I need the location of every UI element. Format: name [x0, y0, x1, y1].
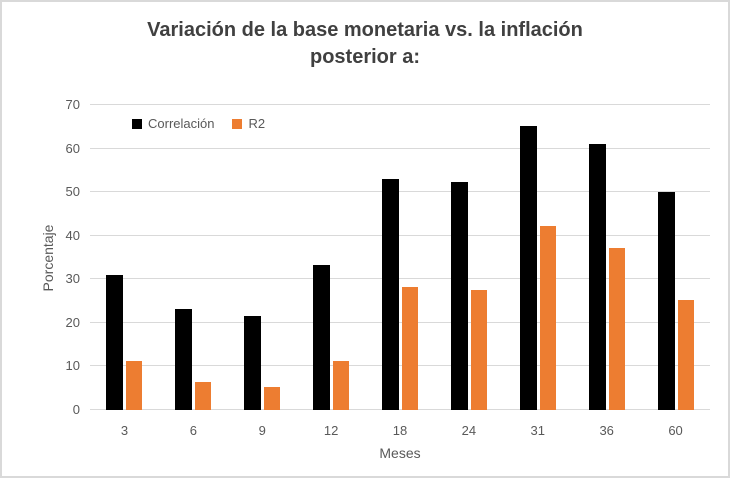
legend-item-r2: R2 [232, 116, 265, 131]
bar-r2-31 [539, 226, 556, 410]
plot-area [90, 104, 710, 410]
bar-r2-12 [333, 361, 350, 410]
bar-r2-60 [677, 300, 694, 410]
bars-layer [90, 105, 710, 410]
bar-correlación-12 [313, 264, 331, 410]
gridline [90, 365, 710, 367]
y-tick-label-10: 10 [65, 358, 80, 374]
bar-correlación-3 [106, 274, 124, 410]
gridline [90, 104, 710, 105]
bar-group-36 [572, 105, 641, 410]
bar-r2-3 [126, 361, 143, 410]
x-tick-label-9: 9 [258, 423, 266, 438]
bar-correlación-6 [175, 308, 193, 410]
bar-group-24 [434, 105, 503, 410]
y-tick-label-40: 40 [65, 227, 80, 243]
bar-correlación-18 [382, 179, 399, 410]
bar-correlación-9 [244, 316, 262, 410]
x-tick-label-12: 12 [323, 423, 339, 438]
bar-r2-6 [195, 382, 212, 410]
chart-title-line-2: posterior a: [309, 46, 421, 68]
bar-correlación-36 [588, 144, 606, 410]
x-tick-label-3: 3 [120, 423, 129, 438]
gridline [90, 191, 710, 193]
legend-swatch-icon [232, 118, 243, 129]
bar-group-6 [159, 105, 228, 410]
bar-correlación-31 [519, 125, 537, 410]
x-tick-label-31: 31 [530, 423, 546, 438]
x-axis-tick-labels: 3 6 9 12 18 24 31 36 60 [90, 423, 710, 438]
legend-label: Correlación [148, 116, 215, 131]
x-tick-label-36: 36 [599, 423, 614, 438]
bar-group-3 [90, 105, 159, 410]
x-axis-line [90, 409, 710, 410]
bar-r2-18 [402, 287, 418, 410]
bar-group-31 [503, 105, 572, 410]
y-tick-label-20: 20 [65, 314, 80, 330]
x-tick-label-24: 24 [461, 423, 477, 438]
y-tick-label-50: 50 [65, 184, 80, 200]
legend-swatch-icon [132, 118, 142, 129]
bar-group-12 [297, 105, 366, 410]
chart-title-line-1: Variación de la base monetaria vs. la in… [147, 19, 583, 41]
bar-r2-36 [608, 247, 625, 410]
bar-r2-24 [470, 290, 487, 410]
y-tick-label-0: 0 [72, 402, 80, 417]
bar-correlación-24 [450, 182, 468, 410]
legend-label: R2 [248, 116, 266, 131]
bar-group-9 [228, 105, 297, 410]
y-axis-title: Porcentaje [40, 224, 56, 292]
bar-correlación-60 [657, 192, 675, 410]
x-axis-title: Meses [379, 445, 421, 461]
x-tick-label-6: 6 [189, 423, 197, 438]
y-tick-label-30: 30 [65, 271, 80, 287]
y-tick-label-70: 70 [65, 97, 80, 112]
chart-title: Variación de la base monetaria vs. la in… [2, 17, 728, 71]
gridline [90, 147, 710, 149]
legend-item-correlación: Correlación [132, 116, 214, 131]
bar-r2-9 [264, 387, 281, 410]
x-tick-label-18: 18 [392, 423, 408, 438]
gridline [90, 321, 710, 323]
gridline [90, 234, 710, 236]
bar-group-18 [366, 105, 435, 410]
bar-group-60 [641, 105, 710, 410]
gridline [90, 278, 710, 280]
y-tick-label-60: 60 [65, 140, 80, 156]
x-tick-label-60: 60 [668, 423, 683, 438]
chart-legend: Correlación R2 [132, 116, 265, 131]
